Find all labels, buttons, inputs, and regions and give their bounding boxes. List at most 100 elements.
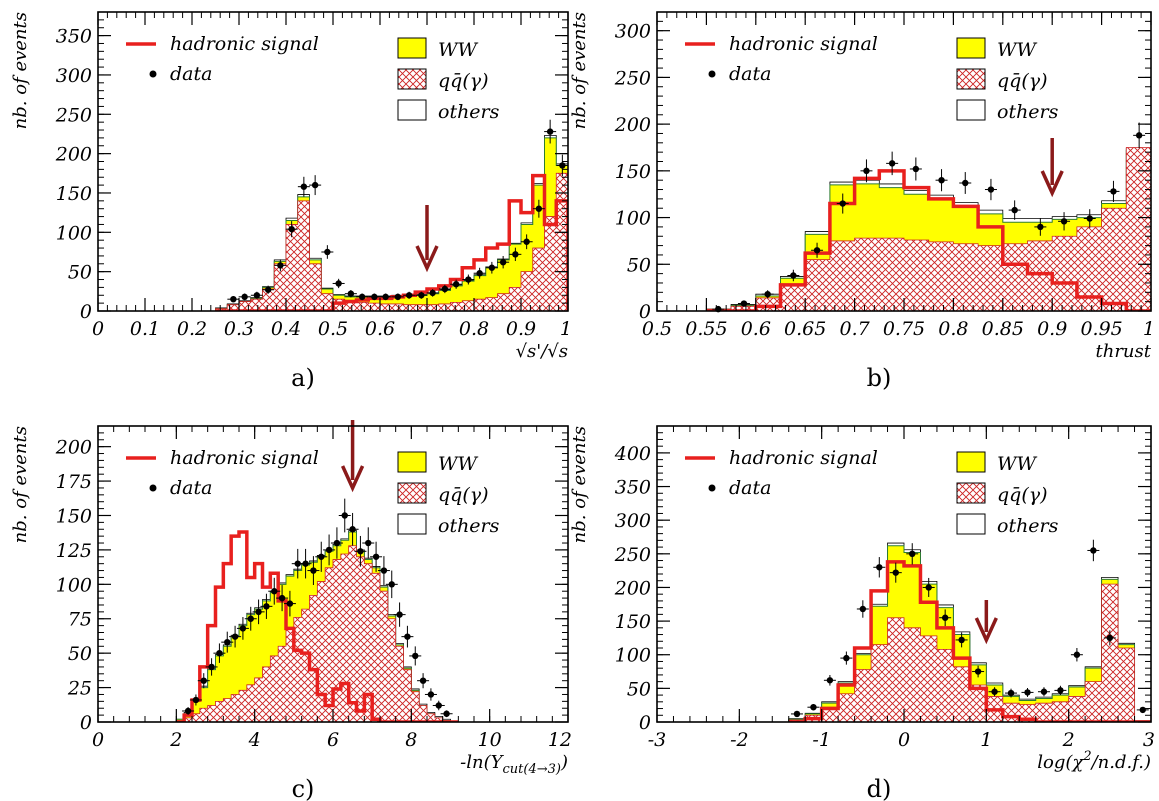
x-tick-label: 0.9 [1037,318,1067,340]
data-point [465,276,472,283]
x-tick-label: 0.7 [839,318,870,340]
signal-histogram [788,560,1151,722]
data-point [452,281,460,288]
legend: hadronic signal data WW qq̄(γ) others [685,447,1059,537]
legend-qq-label: qq̄(γ) [438,70,489,92]
data-point [216,649,223,657]
legend-others-label: others [997,515,1059,537]
data-point [418,292,425,299]
y-tick-label: 50 [627,678,651,700]
legend-data-swatch [708,484,716,492]
y-axis: 0 50 100 150 200 250 300 350 400 [614,425,1151,734]
x-axis-label: log(χ2/n.d.f.) [1037,749,1151,773]
data-point [333,539,341,547]
data-point [247,615,254,622]
x-tick-label: 0 [92,318,104,340]
legend-others-swatch [397,513,427,535]
data-point [358,293,366,301]
data-point [1110,188,1117,195]
data-point [991,688,998,695]
panel-b: 0.5 0.55 0.6 0.65 0.7 0.75 0.8 0.85 0.9 0.95 1 0 50 1… [569,11,1155,392]
y-tick-label: 125 [56,540,92,562]
y-tick-label: 300 [615,21,651,43]
legend-data-swatch [708,70,716,78]
data-point [435,702,442,709]
data-point [535,205,543,212]
x-tick-label: 0.95 [1080,318,1122,340]
legend-qq-label: qq̄(γ) [438,484,489,506]
data-point [813,247,821,254]
data-point [826,677,834,684]
y-axis-label: nb. of events [569,12,590,129]
legend-qq-swatch [956,68,986,90]
data-point [909,550,916,558]
legend-others-label: others [997,101,1059,123]
y-tick-label: 200 [55,144,92,166]
data-point [488,264,496,271]
data-point [1007,689,1015,697]
data-point [311,181,319,189]
data-point [793,710,801,718]
x-tick-label: 0.3 [224,318,254,340]
x-tick-label: 1 [560,318,572,340]
data-point [388,581,395,588]
y-tick-label: 100 [56,574,92,596]
legend: hadronic signal data WW qq̄(γ) others [126,33,500,123]
data-point [372,553,380,560]
x-tick-label: -1 [812,729,831,751]
y-tick-label: 0 [639,712,651,734]
data-point [1037,223,1044,231]
panel-label: c) [292,775,315,801]
x-tick-label: 0.2 [177,318,207,340]
legend-ww-swatch [956,451,986,473]
data-point [863,167,870,175]
legend-data-label: data [729,63,771,85]
y-tick-label: 350 [56,26,92,48]
x-tick-label: 0.6 [365,318,395,340]
legend-signal-label: hadronic signal [729,33,878,55]
data-point [200,677,207,684]
histogram-area [175,530,459,722]
data-point [318,553,325,560]
data-point [499,259,507,266]
x-tick-label: 0 [92,729,104,751]
y-tick-label: 200 [55,437,92,459]
data-point [1024,689,1031,696]
data-point [412,652,419,660]
legend-qq-swatch [397,68,427,90]
data-point [839,200,846,207]
data-point [941,614,949,621]
data-point [559,162,566,169]
data-point [1057,687,1064,694]
y-tick-label: 200 [614,114,651,136]
data-point [1073,651,1081,658]
y-tick-label: 250 [55,104,92,126]
signal-histogram [215,173,568,311]
data-point [404,633,411,640]
data-point [224,638,231,646]
data-point [764,290,771,298]
data-point [286,600,294,607]
data-point [324,248,331,256]
legend: hadronic signal data WW qq̄(γ) others [685,33,1059,123]
legend-others-label: others [438,101,500,123]
panel-label: a) [291,364,315,392]
x-tick-label: 0.9 [506,318,536,340]
x-tick-label: 0.4 [271,318,301,340]
data-point [263,603,270,610]
x-tick-label: 3 [1143,729,1155,751]
data-point [1086,215,1093,222]
y-tick-label: 150 [615,161,651,183]
x-tick-label: 12 [548,729,572,751]
x-axis: 0 0.1 0.2 0.3 0.4 0.5 0.6 0.7 0.8 0.9 1 [92,12,572,340]
y-tick-label: 100 [56,222,92,244]
panel-d: -3 -2 -1 0 1 2 3 0 50 100 150 200 250 300 350 400 nb. of… [569,425,1155,801]
data-point [278,594,286,602]
x-tick-label: 0 [898,729,910,751]
data-points [712,122,1146,313]
legend-data-label: data [170,63,212,85]
x-tick-label: -2 [730,729,749,751]
panel-label: d) [867,775,892,801]
x-axis: 0.5 0.55 0.6 0.65 0.7 0.75 0.8 0.85 0.9 0.95 1 [642,12,1155,340]
